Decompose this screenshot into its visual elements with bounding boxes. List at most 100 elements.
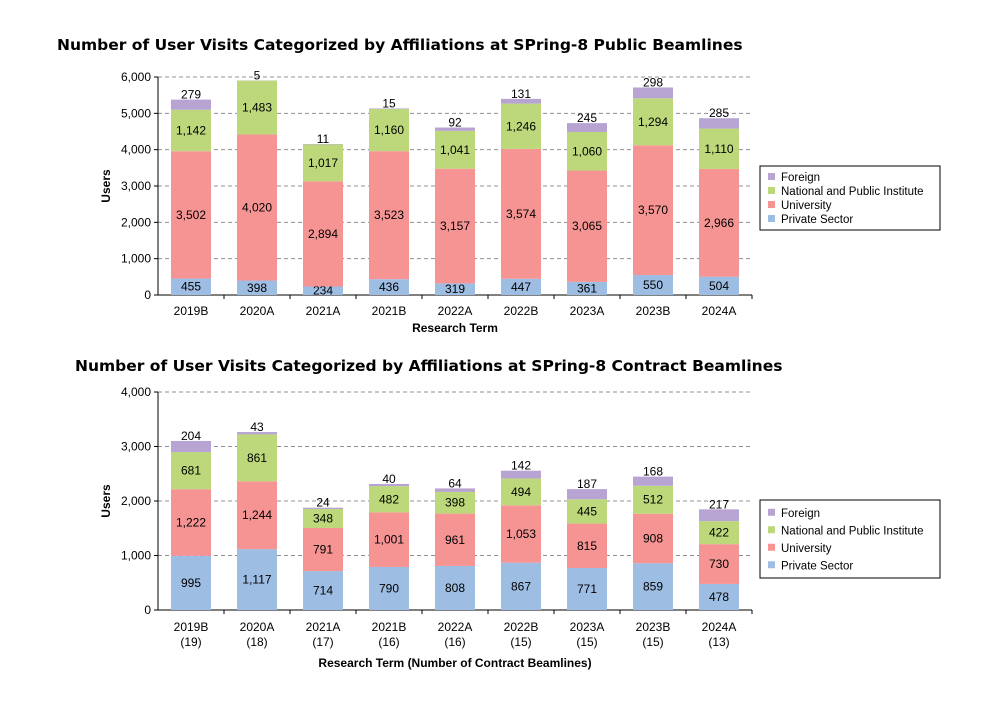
data-label: 550 — [643, 278, 663, 292]
legend-entry: University — [781, 200, 832, 212]
bar-segment — [435, 283, 475, 295]
bar-segment — [171, 555, 211, 610]
bar-segment — [171, 99, 211, 110]
bar-segment — [501, 103, 541, 149]
legend-swatch — [768, 543, 775, 551]
bar-segment — [435, 168, 475, 284]
chart-1: Number of User Visits Categorized by Aff… — [57, 36, 941, 335]
bar-segment — [633, 563, 673, 610]
bar-segment — [171, 440, 211, 453]
bar-segment — [633, 145, 673, 276]
data-label: 859 — [643, 580, 663, 594]
bar-segment — [633, 485, 673, 514]
y-tick-label: 1,000 — [121, 549, 151, 563]
bar-segment — [171, 278, 211, 295]
legend: Foreign National and Public Institute Univ… — [759, 165, 941, 231]
data-label: 4,020 — [242, 201, 272, 215]
x-tick-label: 2022A — [438, 304, 473, 318]
y-tick-label: 4,000 — [121, 143, 151, 157]
data-label: 398 — [445, 496, 465, 510]
bar-segment — [699, 544, 739, 584]
legend-entry: Private Sector — [781, 214, 853, 226]
x-tick-label: 2020A — [240, 620, 275, 634]
data-label: 64 — [448, 476, 462, 490]
bar-segment — [303, 527, 343, 572]
bar-segment — [435, 488, 475, 492]
legend-box — [759, 165, 941, 231]
data-label: 3,157 — [440, 219, 470, 233]
y-axis-label: Users — [99, 169, 113, 203]
bar-segment — [699, 118, 739, 129]
data-label: 861 — [247, 451, 267, 465]
x-tick-label: 2023B — [636, 304, 671, 318]
bar-segment — [435, 565, 475, 610]
legend-swatch — [768, 173, 775, 180]
legend-entry: University — [781, 543, 832, 555]
bar-segment — [501, 562, 541, 610]
x-axis-label: Research Term — [412, 321, 498, 335]
bar-segment — [567, 523, 607, 568]
x-tick-label: 2021B — [372, 304, 407, 318]
bar-segment — [171, 109, 211, 152]
bar-segment — [369, 566, 409, 610]
y-tick-label: 2,000 — [121, 494, 151, 508]
data-label: 361 — [577, 281, 597, 295]
data-label: 319 — [445, 282, 465, 296]
data-label: 436 — [379, 280, 399, 294]
bar-segment — [237, 80, 277, 135]
chart-title: Number of User Visits Categorized by Aff… — [57, 36, 743, 54]
data-label: 285 — [709, 106, 729, 120]
bar-segment — [237, 280, 277, 295]
bar-segment — [303, 286, 343, 295]
y-tick-label: 6,000 — [121, 70, 151, 84]
data-label: 455 — [181, 280, 201, 294]
legend-swatch — [768, 508, 775, 516]
x-tick-label: 2023B — [636, 620, 671, 634]
data-label: 681 — [181, 464, 201, 478]
y-tick-label: 3,000 — [121, 440, 151, 454]
data-label: 1,053 — [506, 527, 536, 541]
chart-2: Number of User Visits Categorized by Aff… — [75, 357, 941, 670]
data-label: 92 — [448, 116, 462, 130]
data-label: 24 — [316, 496, 330, 510]
bar-segment — [303, 571, 343, 610]
legend-box — [759, 499, 941, 579]
data-label: 142 — [511, 459, 531, 473]
x-tick-label: 2022A — [438, 620, 473, 634]
x-tick-label: 2021A — [306, 304, 341, 318]
x-tick-label: 2019B — [174, 620, 209, 634]
bar-segment — [699, 521, 739, 545]
bar-segment — [501, 148, 541, 279]
x-tick-label: 2023A — [570, 620, 605, 634]
bar-segment — [237, 432, 277, 435]
x-tick-label: (13) — [708, 635, 729, 649]
bar-segment — [633, 87, 673, 99]
bar-segment — [567, 489, 607, 500]
data-label: 1,483 — [242, 101, 272, 115]
data-label: 1,060 — [572, 144, 602, 158]
bar-segment — [435, 491, 475, 514]
bar-segment — [369, 108, 409, 110]
legend-entry: Foreign — [781, 172, 820, 184]
bar-segment — [171, 452, 211, 490]
y-tick-label: 0 — [144, 603, 151, 617]
data-label: 40 — [382, 472, 396, 486]
x-axis-label: Research Term (Number of Contract Beamli… — [318, 656, 591, 670]
data-label: 961 — [445, 533, 465, 547]
data-label: 1,041 — [440, 143, 470, 157]
y-tick-label: 5,000 — [121, 106, 151, 120]
bar-segment — [699, 583, 739, 610]
x-tick-label: (17) — [312, 635, 333, 649]
bar-segment — [501, 478, 541, 506]
data-label: 422 — [709, 526, 729, 540]
x-tick-label: 2021A — [306, 620, 341, 634]
bar-segment — [567, 567, 607, 610]
data-label: 2,894 — [308, 227, 338, 241]
data-label: 791 — [313, 543, 333, 557]
bar-segment — [567, 499, 607, 524]
x-tick-label: 2023A — [570, 304, 605, 318]
y-tick-label: 0 — [144, 288, 151, 302]
data-label: 445 — [577, 504, 597, 518]
legend-swatch — [768, 215, 775, 222]
bar-segment — [699, 168, 739, 277]
